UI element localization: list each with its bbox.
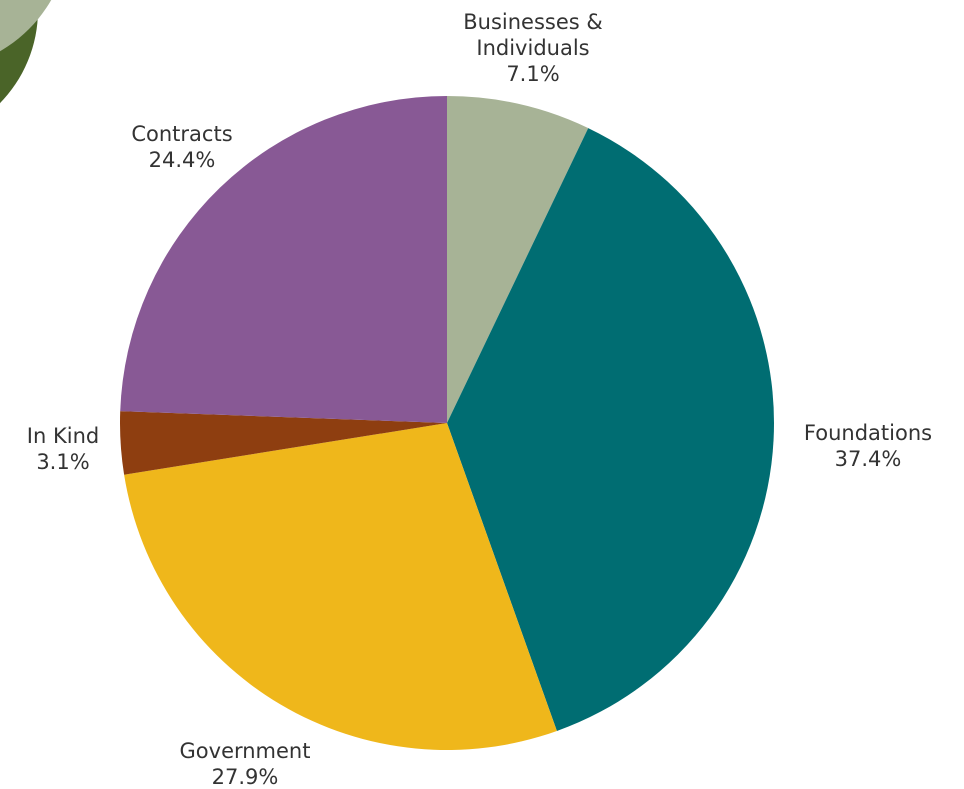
slice-name-foundations: Foundations: [804, 421, 932, 445]
decor-sage-circle: [0, 0, 52, 52]
slice-percent-contracts: 24.4%: [149, 148, 216, 172]
corner-decoration: [0, 0, 52, 104]
slice-in-kind: [119, 411, 448, 475]
slice-label-businesses-individuals: Businesses & Individuals 7.1%: [463, 10, 603, 86]
pie-labels: Businesses & Individuals 7.1% Foundations 37…: [27, 10, 932, 789]
slice-government: [124, 423, 557, 751]
slice-name-businesses-individuals: Businesses &: [463, 10, 603, 34]
slice-percent-businesses-individuals: 7.1%: [506, 62, 559, 86]
slice-businesses-individuals: [447, 96, 589, 423]
slice-name-businesses-individuals: Individuals: [476, 36, 589, 60]
slice-contracts: [120, 96, 448, 423]
slice-name-in-kind: In Kind: [27, 424, 99, 448]
pie-slices: [119, 96, 775, 751]
slice-label-in-kind: In Kind 3.1%: [27, 424, 99, 474]
slice-name-contracts: Contracts: [131, 122, 232, 146]
slice-name-government: Government: [180, 739, 311, 763]
slice-percent-government: 27.9%: [212, 765, 279, 789]
slice-label-government: Government 27.9%: [180, 739, 311, 789]
slice-percent-in-kind: 3.1%: [36, 450, 89, 474]
slice-percent-foundations: 37.4%: [835, 447, 902, 471]
slice-label-foundations: Foundations 37.4%: [804, 421, 932, 471]
slice-label-contracts: Contracts 24.4%: [131, 122, 232, 172]
slice-foundations: [447, 128, 775, 731]
